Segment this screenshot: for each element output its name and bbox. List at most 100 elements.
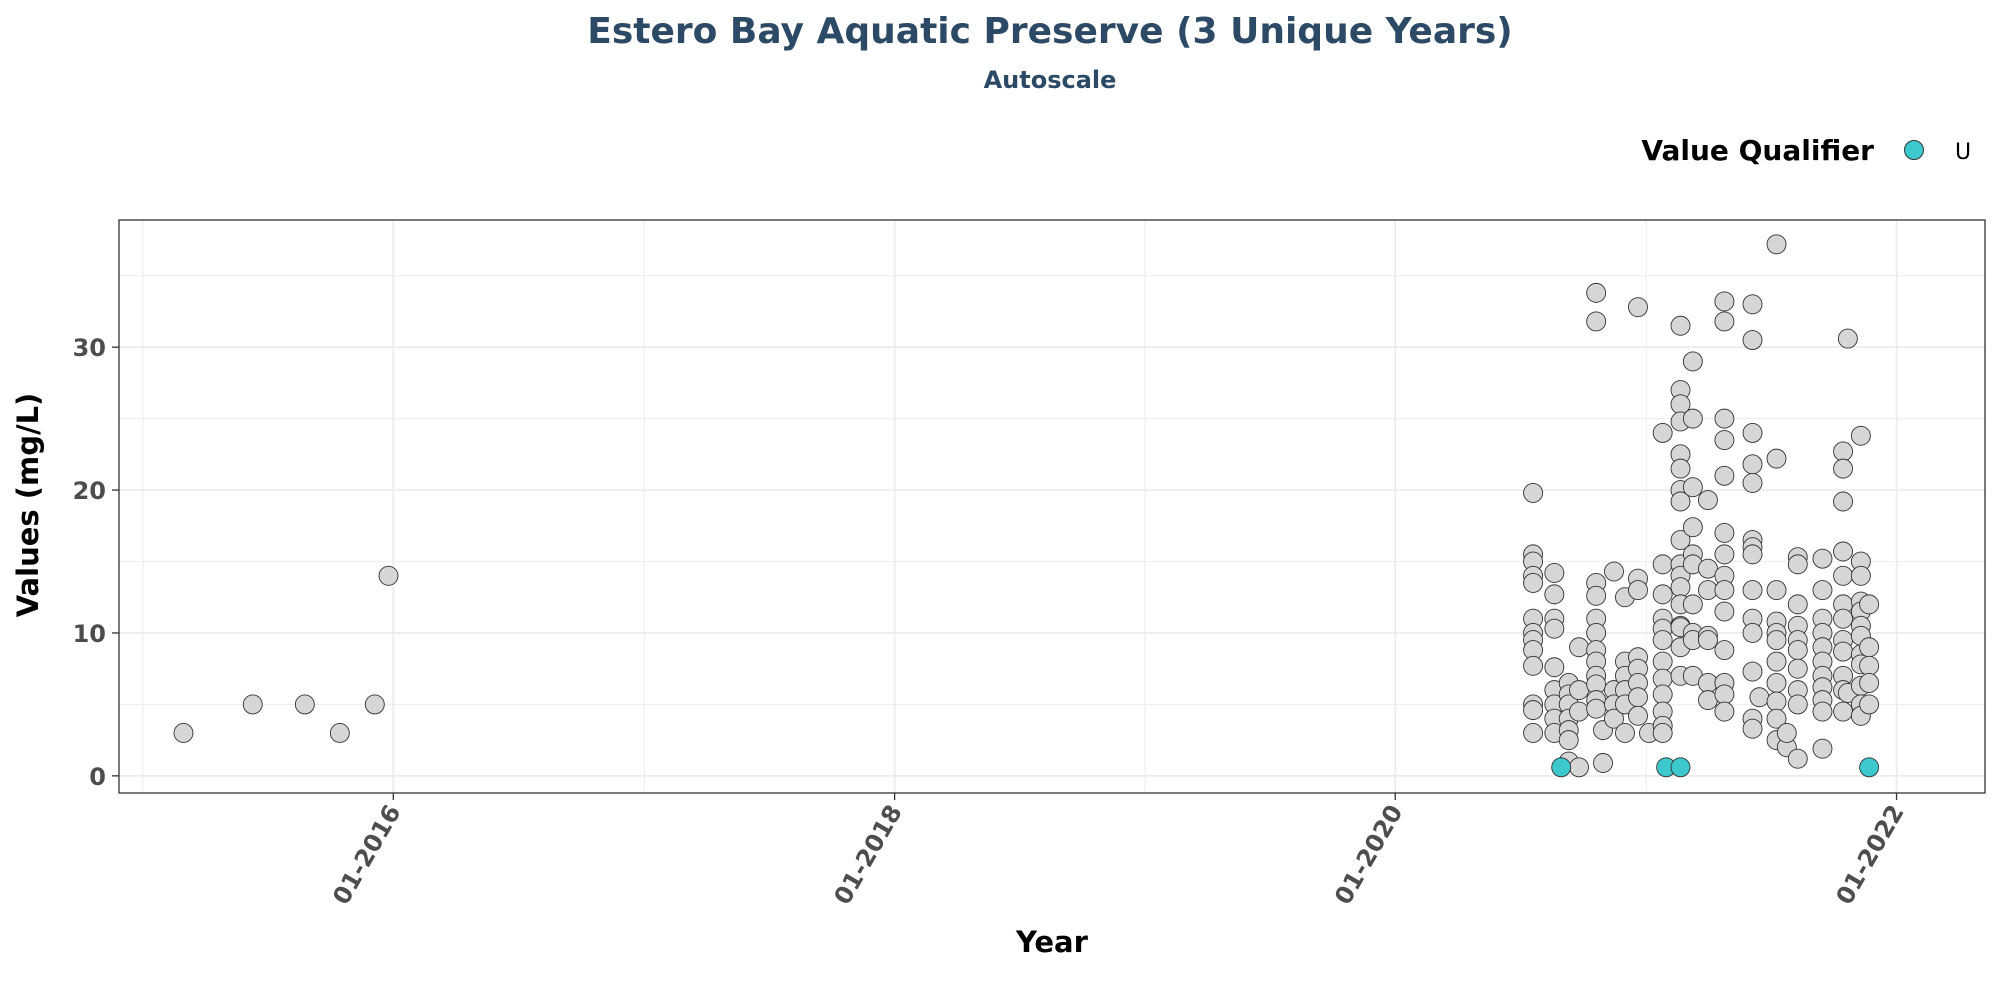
- data-point: [1670, 315, 1691, 336]
- data-point: [1787, 748, 1808, 769]
- data-point: [1714, 311, 1735, 332]
- data-point: [364, 694, 385, 715]
- data-point: [1787, 594, 1808, 615]
- data-point: [1682, 351, 1703, 372]
- data-point: [1714, 544, 1735, 565]
- data-point: [1604, 561, 1624, 582]
- data-point: [1766, 630, 1787, 651]
- data-point: [1714, 640, 1735, 661]
- data-point: [1714, 465, 1735, 486]
- x-tick-label: 01-2022: [1830, 800, 1909, 909]
- data-point: [1652, 554, 1673, 575]
- x-tick-label: 01-2018: [828, 800, 907, 909]
- data-point: [1859, 655, 1880, 676]
- data-point: [1523, 482, 1544, 503]
- data-point: [1833, 701, 1853, 722]
- data-point: [1586, 698, 1607, 719]
- data-point: [1544, 657, 1565, 678]
- data-point: [1682, 517, 1703, 538]
- y-tick-label: 10: [73, 620, 106, 648]
- data-point: [1859, 637, 1880, 658]
- data-point: [1523, 572, 1544, 593]
- data-point: [294, 694, 315, 715]
- data-point: [1776, 723, 1797, 743]
- chart-subtitle: Autoscale: [984, 66, 1117, 94]
- data-point: [1569, 757, 1589, 778]
- data-point-u: [1670, 757, 1691, 778]
- data-point: [242, 694, 263, 715]
- data-point: [1742, 544, 1763, 565]
- data-point: [1787, 694, 1808, 715]
- data-point: [1742, 454, 1763, 475]
- data-point: [1544, 618, 1565, 639]
- data-point: [1558, 730, 1579, 751]
- x-tick-label: 01-2020: [1329, 800, 1408, 909]
- data-point-u: [1551, 757, 1572, 778]
- data-point: [1714, 580, 1735, 601]
- data-point: [1787, 640, 1808, 661]
- data-point: [1670, 577, 1691, 598]
- data-point: [1615, 723, 1635, 743]
- data-point: [1593, 753, 1613, 773]
- data-point: [1714, 522, 1735, 543]
- data-point: [1812, 701, 1833, 722]
- data-point: [1742, 294, 1763, 315]
- data-point: [1682, 408, 1703, 429]
- data-point: [1652, 684, 1673, 705]
- data-point: [1833, 641, 1853, 662]
- data-point: [1787, 554, 1808, 575]
- y-tick-label: 30: [73, 334, 106, 362]
- data-point: [1812, 548, 1833, 569]
- data-point: [1787, 658, 1808, 679]
- data-point: [1742, 422, 1763, 443]
- y-axis: 0 10 20 30: [73, 334, 119, 791]
- data-point: [1682, 594, 1703, 615]
- data-point: [1523, 655, 1544, 676]
- data-point: [1742, 661, 1763, 682]
- data-point: [1766, 448, 1787, 469]
- data-point: [1859, 673, 1880, 693]
- data-point: [1652, 584, 1673, 605]
- data-point: [329, 723, 350, 743]
- data-point: [1812, 738, 1833, 759]
- data-point: [1569, 637, 1589, 658]
- data-point: [1859, 594, 1880, 615]
- data-point: [1652, 723, 1673, 743]
- data-point: [1586, 282, 1607, 303]
- data-point: [1569, 680, 1589, 701]
- data-point: [1544, 562, 1565, 583]
- chart-title: Estero Bay Aquatic Preserve (3 Unique Ye…: [587, 11, 1513, 52]
- data-point: [378, 565, 399, 586]
- data-point: [1833, 491, 1853, 512]
- data-point: [173, 723, 194, 743]
- data-point: [1670, 491, 1691, 512]
- data-point: [1628, 705, 1648, 726]
- data-point: [1604, 708, 1624, 729]
- data-point: [1859, 694, 1880, 715]
- data-point: [1714, 684, 1735, 705]
- data-point: [1833, 458, 1853, 479]
- data-points: [173, 234, 1880, 778]
- x-axis: 01-2016 01-2018 01-2020 01-2022: [327, 793, 1910, 909]
- data-point: [1628, 580, 1648, 601]
- data-point: [1523, 723, 1544, 743]
- data-point: [1586, 585, 1607, 606]
- data-point: [1714, 408, 1735, 429]
- legend: Value Qualifier U: [1641, 134, 1971, 167]
- x-axis-label: Year: [1015, 925, 1089, 959]
- data-point: [1544, 584, 1565, 605]
- data-point: [1766, 580, 1787, 601]
- data-point: [1714, 430, 1735, 451]
- data-point: [1697, 490, 1718, 511]
- data-point: [1652, 422, 1673, 443]
- data-point-u: [1859, 757, 1880, 778]
- data-point: [1628, 687, 1648, 708]
- data-point: [1833, 541, 1853, 562]
- data-point: [1833, 565, 1853, 586]
- data-point: [1742, 580, 1763, 601]
- data-point: [1766, 651, 1787, 672]
- plot-border: [118, 219, 1986, 794]
- data-point: [1697, 630, 1718, 651]
- data-point: [1670, 530, 1691, 551]
